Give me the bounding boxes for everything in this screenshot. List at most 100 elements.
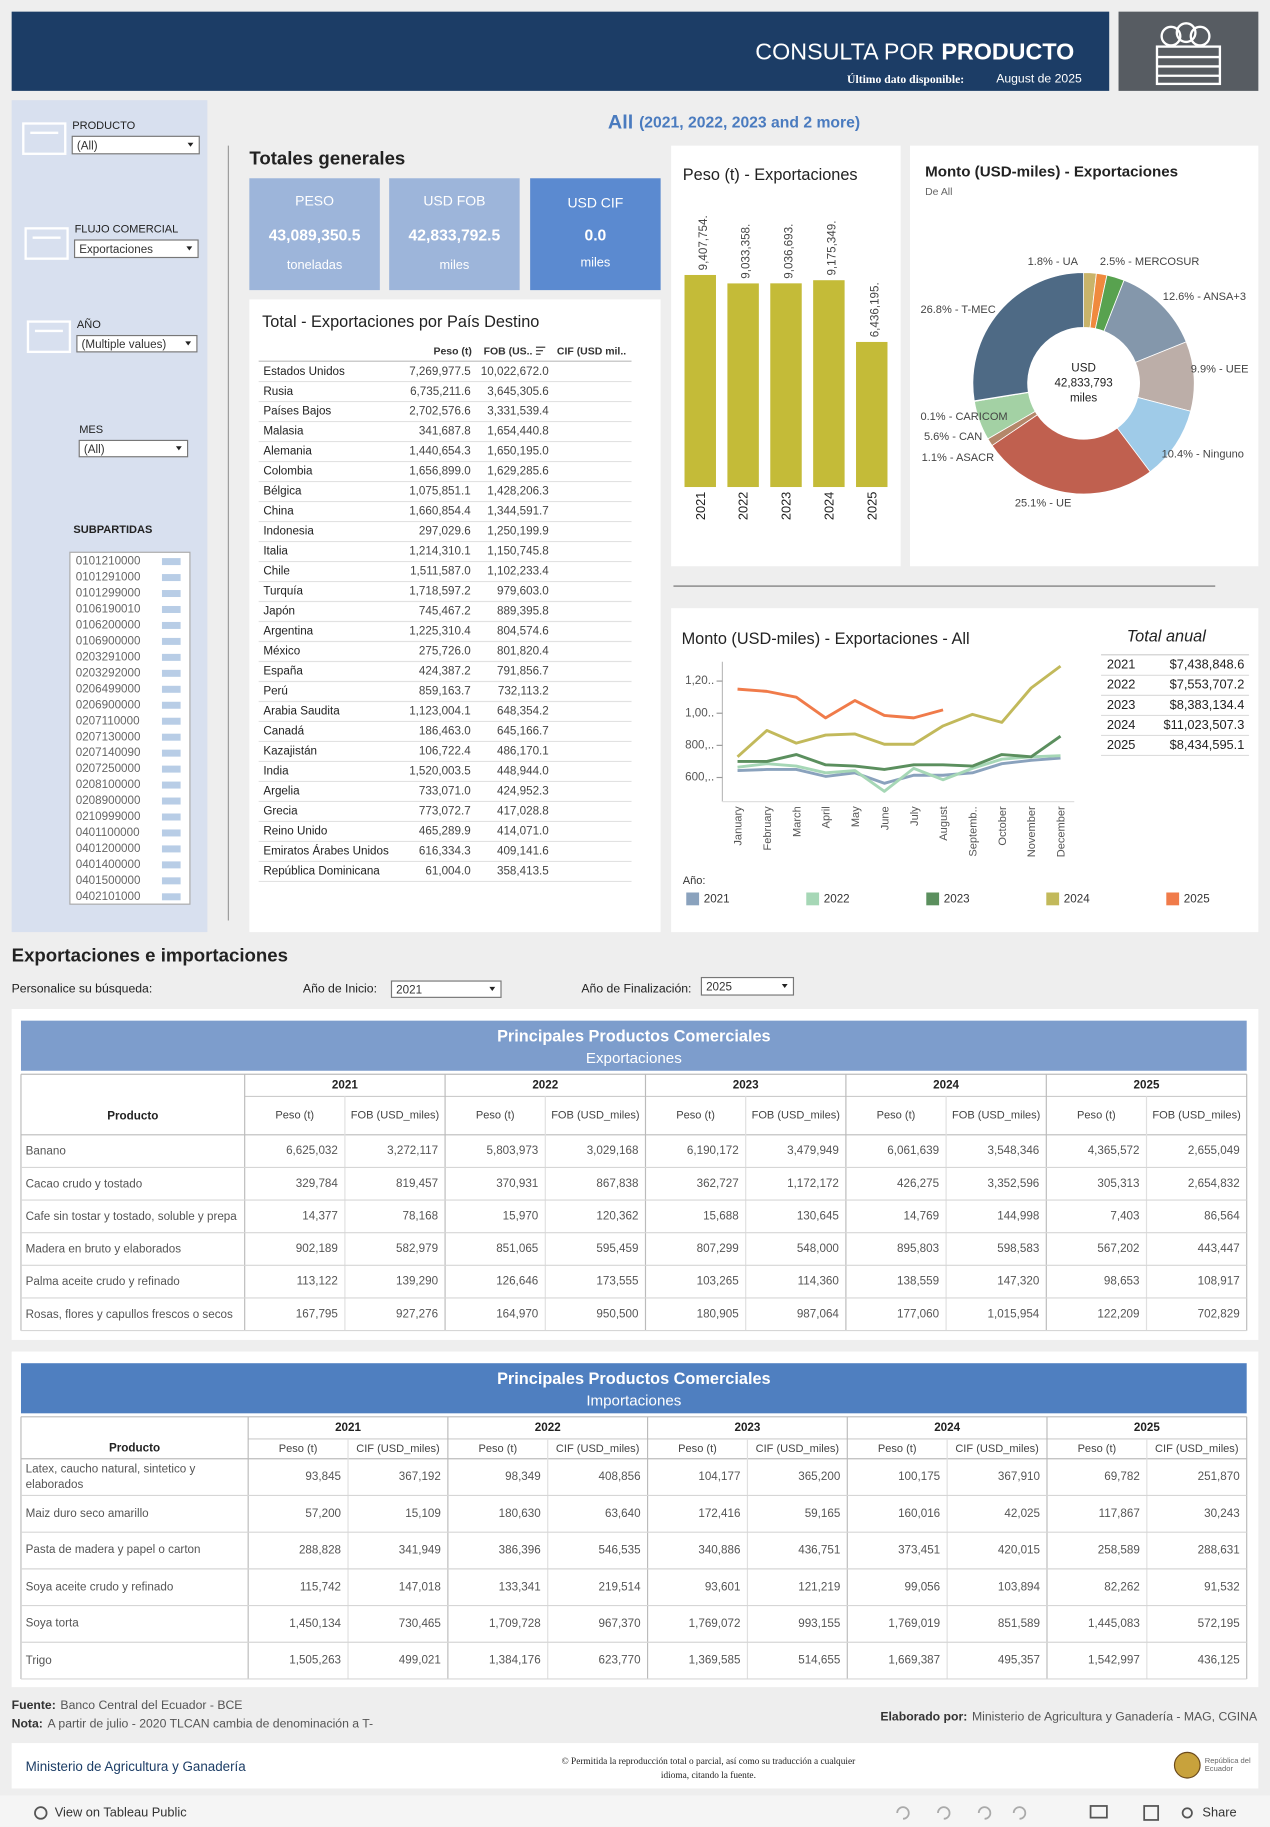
table-subtitle: Importaciones	[586, 1393, 681, 1410]
list-item[interactable]: 0106190010	[76, 603, 141, 616]
republic-label: República del Ecuador	[1204, 1757, 1251, 1774]
list-item[interactable]: 0101210000	[76, 555, 141, 568]
list-item[interactable]: 0208900000	[76, 794, 141, 807]
toolbar-button[interactable]	[937, 1806, 951, 1820]
list-item[interactable]: 0207110000	[76, 714, 140, 727]
cell: 180,630	[499, 1507, 542, 1520]
logo-produce	[1160, 25, 1182, 47]
cell: 172,416	[698, 1507, 740, 1520]
list-item[interactable]: 0208100000	[76, 778, 141, 791]
cell: 4,365,572	[1088, 1144, 1140, 1157]
list-item[interactable]: 0401200000	[76, 842, 141, 855]
column-header: Producto	[109, 1441, 160, 1454]
list-item[interactable]: 0106200000	[76, 619, 141, 632]
cell: 177,060	[897, 1307, 940, 1320]
bar	[770, 283, 802, 488]
kpi-card	[530, 178, 661, 291]
list-item[interactable]: 0206499000	[76, 682, 141, 695]
cell: 486,170.1	[497, 745, 549, 758]
footer-label: Elaborado por:	[880, 1710, 967, 1724]
cell: 288,828	[299, 1544, 341, 1557]
cell: 329,784	[296, 1177, 339, 1190]
row-label: Reino Unido	[263, 825, 327, 838]
cell: 63,640	[605, 1507, 641, 1520]
row-label: Latex, caucho natural, sintetico y elabo…	[25, 1463, 196, 1492]
footer-line: Fuente: Banco Central del Ecuador - BCE	[12, 1698, 243, 1712]
cell: 1,505,263	[289, 1654, 341, 1667]
cell: 1,150,745.8	[487, 545, 549, 558]
list-item[interactable]: 0203292000	[76, 666, 141, 679]
cell: 567,202	[1097, 1242, 1139, 1255]
toolbar-button[interactable]	[896, 1806, 910, 1820]
x-tick-label: Septemb..	[968, 806, 980, 856]
label: 42,833,792.5	[409, 228, 501, 245]
cell: 1,718,597.2	[409, 585, 471, 598]
list-item[interactable]: 0401100000	[76, 826, 140, 839]
x-tick-label: February	[762, 806, 774, 851]
x-tick-label: October	[997, 806, 1009, 846]
list-item[interactable]: 0203291000	[76, 650, 141, 663]
list-item[interactable]: 0401400000	[76, 858, 141, 871]
label: toneladas	[287, 257, 343, 272]
column-header: CIF (USD_miles)	[756, 1443, 839, 1455]
list-item[interactable]: 0101291000	[76, 571, 141, 584]
column-header: FOB (USD_miles)	[551, 1110, 639, 1122]
cell: 340,886	[698, 1544, 740, 1557]
share-button[interactable]: Share	[1202, 1804, 1236, 1819]
list-item[interactable]: 0106900000	[76, 634, 141, 647]
label: Último dato disponible:	[847, 72, 964, 86]
legend-swatch	[926, 892, 940, 906]
label: miles	[580, 255, 610, 270]
toolbar-button[interactable]	[977, 1806, 992, 1820]
list-item[interactable]: 0206900000	[76, 698, 141, 711]
cell: 104,177	[698, 1470, 740, 1483]
list-item[interactable]: 0207250000	[76, 762, 141, 775]
list-item[interactable]: 0207140090	[76, 746, 141, 759]
column-header: Peso (t)	[878, 1443, 917, 1455]
table-header	[20, 1020, 1247, 1071]
row-label: Malasia	[263, 425, 304, 438]
label: 43,089,350.5	[269, 228, 361, 245]
donut-slice	[972, 272, 1084, 402]
cell: 927,276	[396, 1307, 438, 1320]
cell: 819,457	[396, 1177, 438, 1190]
chart-subtitle: De All	[925, 187, 952, 198]
row-label: Soya aceite crudo y refinado	[25, 1580, 174, 1594]
cell: 950,500	[596, 1307, 639, 1320]
column-header: Peso (t)	[279, 1443, 318, 1455]
cell: 987,064	[797, 1307, 840, 1320]
toolbar-button[interactable]	[1012, 1806, 1027, 1820]
chart-title: Monto (USD-miles) - Exportaciones	[925, 163, 1178, 180]
cell: 180,905	[697, 1307, 739, 1320]
value-label: 9,175,349.	[825, 221, 838, 276]
list-item[interactable]: 0210999000	[76, 810, 141, 823]
cell: 69,782	[1104, 1470, 1140, 1483]
list-item[interactable]: 0401500000	[76, 874, 141, 887]
x-tick-label: 2022	[736, 492, 751, 520]
list-item[interactable]: 0402101000	[76, 890, 141, 903]
cell: 1,769,019	[888, 1617, 940, 1630]
dropdown-arrow	[185, 341, 192, 346]
cell: 595,459	[596, 1242, 638, 1255]
cell: 3,331,539.4	[487, 405, 549, 418]
x-tick-label: January	[733, 806, 745, 846]
donut-slice	[991, 414, 1151, 495]
view-link[interactable]: View on Tableau Public	[55, 1804, 187, 1819]
cell: 6,190,172	[687, 1144, 739, 1157]
cell: 1,369,585	[689, 1654, 741, 1667]
cell: 426,275	[897, 1177, 939, 1190]
row-label: Banano	[25, 1144, 66, 1158]
cell: 3,272,117	[387, 1144, 438, 1157]
cell: 14,377	[302, 1209, 338, 1222]
x-tick-label: 2025	[864, 492, 879, 520]
cell: 1,225,310.4	[409, 625, 471, 638]
footer-line: Elaborado por: Ministerio de Agricultura …	[880, 1710, 1258, 1724]
y-tick-label: 1,20..	[685, 674, 714, 687]
list-item[interactable]: 0207130000	[76, 730, 141, 743]
label: August de 2025	[996, 71, 1082, 85]
x-tick-label: 2021	[693, 492, 708, 520]
list-item[interactable]: 0101299000	[76, 587, 141, 600]
legend-label: 2025	[1184, 893, 1210, 906]
